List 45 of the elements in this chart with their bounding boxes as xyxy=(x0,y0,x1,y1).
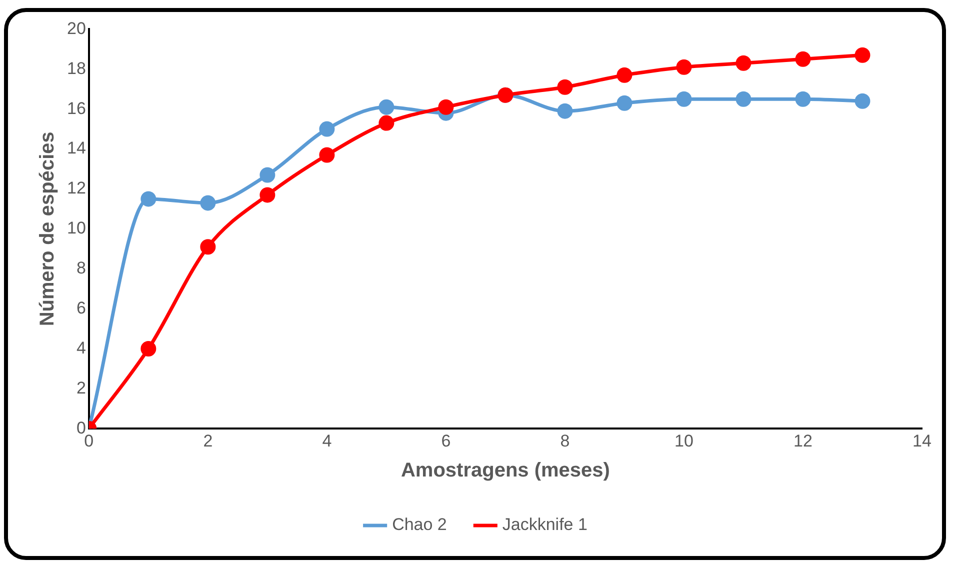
point xyxy=(854,47,870,63)
point xyxy=(854,93,870,109)
y-tick-label: 8 xyxy=(76,258,86,278)
x-tick-label: 14 xyxy=(912,431,932,450)
point xyxy=(736,55,752,71)
x-tick-label: 8 xyxy=(560,431,570,450)
point xyxy=(319,147,335,163)
point xyxy=(140,340,156,356)
x-axis-title: Amostragens (meses) xyxy=(400,460,610,482)
legend-label: Chao 2 xyxy=(392,515,447,534)
y-tick-label: 10 xyxy=(66,218,86,238)
point xyxy=(795,91,811,107)
x-tick-label: 12 xyxy=(794,431,812,450)
point xyxy=(378,99,394,115)
point xyxy=(557,79,573,95)
y-tick-label: 12 xyxy=(66,178,86,198)
point xyxy=(557,103,573,119)
legend-label: Jackknife 1 xyxy=(502,515,588,534)
point xyxy=(616,95,632,111)
y-tick-label: 20 xyxy=(66,18,86,38)
y-tick-label: 4 xyxy=(76,338,86,358)
y-tick-label: 14 xyxy=(66,138,86,158)
x-tick-label: 6 xyxy=(441,431,451,450)
point xyxy=(200,239,216,255)
point xyxy=(200,195,216,211)
point xyxy=(676,59,692,75)
x-tick-label: 4 xyxy=(322,431,332,450)
y-axis-title: Número de espécies xyxy=(36,132,59,326)
point xyxy=(260,167,276,183)
point xyxy=(736,91,752,107)
y-tick-label: 18 xyxy=(66,58,86,78)
y-tick-label: 6 xyxy=(76,298,86,318)
point xyxy=(378,115,394,131)
point xyxy=(260,187,276,203)
point xyxy=(676,91,692,107)
x-tick-label: 10 xyxy=(674,431,694,450)
x-tick-label: 2 xyxy=(203,431,213,450)
y-tick-label: 0 xyxy=(76,418,86,438)
point xyxy=(795,51,811,67)
y-tick-label: 16 xyxy=(66,98,86,118)
y-tick-label: 2 xyxy=(76,378,86,398)
point xyxy=(319,121,335,137)
point xyxy=(616,67,632,83)
point xyxy=(438,99,454,115)
point xyxy=(140,191,156,207)
